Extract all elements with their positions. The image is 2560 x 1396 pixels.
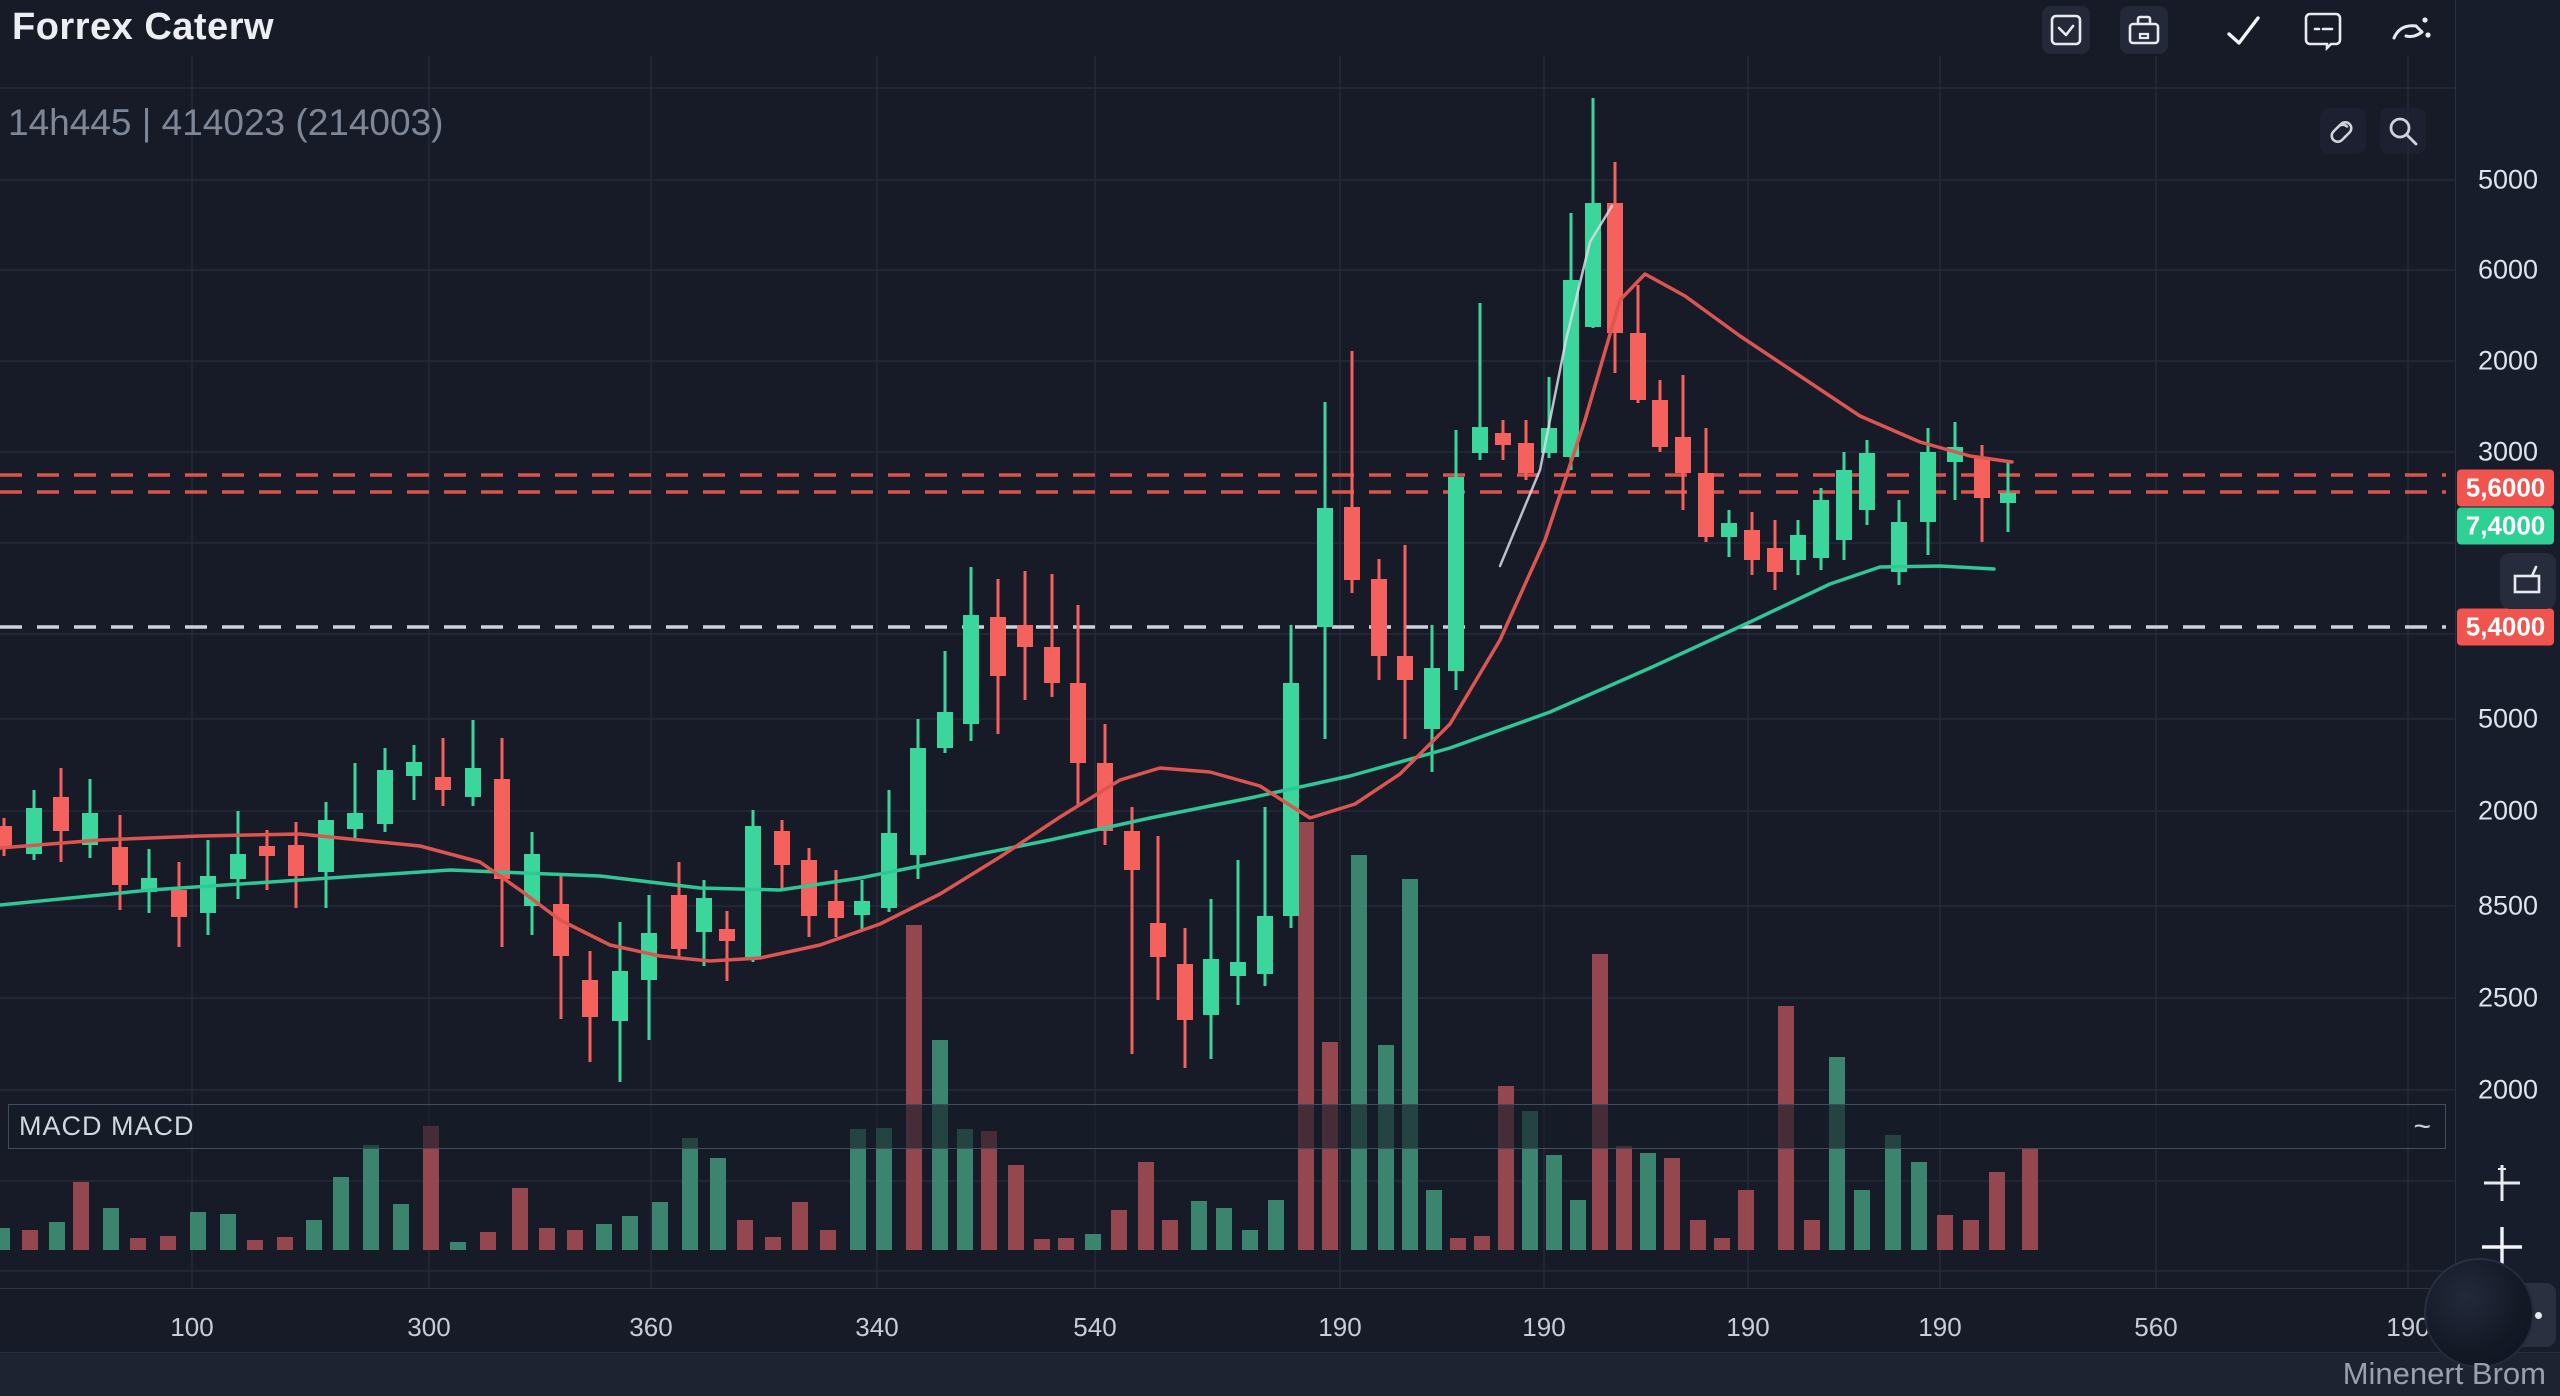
check-icon [2227,16,2260,45]
price-axis-label: 2000 [2478,795,2539,826]
price-badge: 5,4000 [2457,608,2554,646]
crosshair-plus-icon [2484,1165,2520,1201]
price-axis-label: 6000 [2478,254,2539,285]
price-axis-label: 3000 [2478,436,2539,467]
time-axis-separator [0,1288,2560,1289]
box-check-button[interactable] [2042,6,2090,54]
time-axis-label: 540 [1073,1312,1117,1342]
time-axis-label: 190 [1318,1312,1362,1342]
crosshair-plus-button[interactable] [2478,1159,2526,1207]
time-axis-label: 300 [407,1312,451,1342]
time-axis-label: 340 [855,1312,899,1342]
wave-icon: ~ [2413,1109,2431,1143]
price-axis-label: 5000 [2478,164,2539,195]
box-check-icon [2050,14,2082,46]
time-axis-label: 100 [170,1312,214,1342]
time-axis-label: 190 [1522,1312,1566,1342]
plus-icon [2482,1227,2522,1267]
search-button[interactable] [2380,108,2426,154]
panel-icon [2513,565,2541,594]
price-axis-label: 2000 [2478,1074,2539,1105]
time-axis-label: 190 [2386,1312,2430,1342]
time-axis-label: 190 [1726,1312,1770,1342]
search-icon [2389,117,2418,146]
check-button[interactable] [2222,10,2264,52]
page-title: Forrex Caterw [12,6,275,48]
share-icon [2392,17,2431,40]
price-axis-label: 2500 [2478,982,2539,1013]
symbol-info: 14h445 | 414023 (214003) [8,102,444,143]
price-axis-label: 5000 [2478,703,2539,734]
briefcase-button[interactable] [2120,6,2168,54]
link-icon [2330,121,2353,143]
macd-panel-header[interactable]: MACD MACD ~ [8,1104,2446,1149]
plus-button[interactable] [2478,1223,2526,1271]
price-badge: 5,6000 [2457,469,2554,507]
chat-square-icon [2304,12,2342,52]
link-button[interactable] [2320,108,2366,154]
briefcase-icon [2128,15,2160,45]
time-axis-label: 190 [1918,1312,1962,1342]
price-axis-strip[interactable] [2455,0,2560,1396]
time-axis-label: 360 [629,1312,673,1342]
logo-circle [2424,1258,2534,1368]
price-axis-label: 2000 [2478,345,2539,376]
macd-label: MACD MACD [19,1111,195,1141]
price-badge: 7,4000 [2457,507,2554,545]
watermark-text: Minenert Brom [2342,1356,2546,1391]
panel-button[interactable] [2500,553,2556,609]
bottom-bar [0,1352,2560,1396]
time-axis-label: 560 [2134,1312,2178,1342]
share-button[interactable] [2388,8,2434,54]
price-axis-label: 8500 [2478,890,2539,921]
chat-square-button[interactable] [2302,8,2346,52]
